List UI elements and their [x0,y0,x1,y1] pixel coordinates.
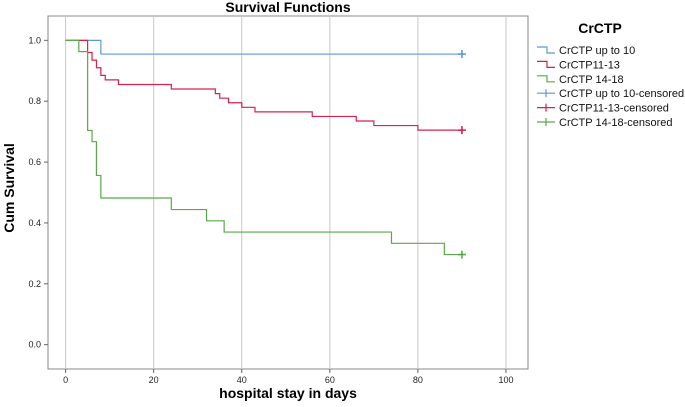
legend-label: CrCTP up to 10 [559,45,635,57]
legend-label: CrCTP 14-18 [559,74,624,86]
x-tick-label: 40 [237,375,247,385]
y-tick-label: 0.0 [28,340,41,350]
legend-swatch [537,60,555,68]
plot-frame [47,15,529,370]
y-tick-label: 0.6 [28,157,41,167]
legend-label: CrCTP11-13-censored [559,103,669,115]
legend-title: CrCTP [578,20,622,36]
y-axis-label: Cum Survival [1,143,17,232]
x-tick-label: 100 [498,375,513,385]
legend-swatch [537,118,555,126]
y-tick-label: 0.4 [28,218,41,228]
x-tick-label: 80 [413,375,423,385]
x-tick-label: 0 [63,375,68,385]
grid-lines [65,16,507,369]
x-tick-label: 60 [325,375,335,385]
series-line-crctp-14-18 [65,39,462,256]
legend-swatch [537,103,555,112]
legend-label: CrCTP 14-18-censored [559,117,673,129]
chart-title: Survival Functions [225,0,350,15]
y-tick-label: 0.2 [28,279,41,289]
legend-label: CrCTP up to 10-censored [559,88,684,100]
y-axis: 0.0 0.2 0.4 0.6 0.8 1.0 [28,35,48,350]
censored-marker-crctp-14-18 [457,250,466,259]
legend-swatch [537,75,555,83]
censored-marker-crctp11-13 [457,126,466,135]
legend: CrCTP up to 10 CrCTP11-13 CrCTP 14-18 CrCTP… [537,45,684,129]
series-line-crctp11-13 [65,39,462,131]
x-axis: 0 20 40 60 80 100 [63,369,513,385]
legend-swatch [537,89,555,98]
y-tick-label: 1.0 [28,35,41,45]
series-layer [65,39,466,259]
x-axis-label: hospital stay in days [219,385,357,401]
legend-swatch [537,46,555,54]
y-tick-label: 0.8 [28,96,41,106]
censored-marker-crctp-up-to-10 [457,50,466,59]
x-tick-label: 20 [149,375,159,385]
legend-label: CrCTP11-13 [559,59,620,71]
